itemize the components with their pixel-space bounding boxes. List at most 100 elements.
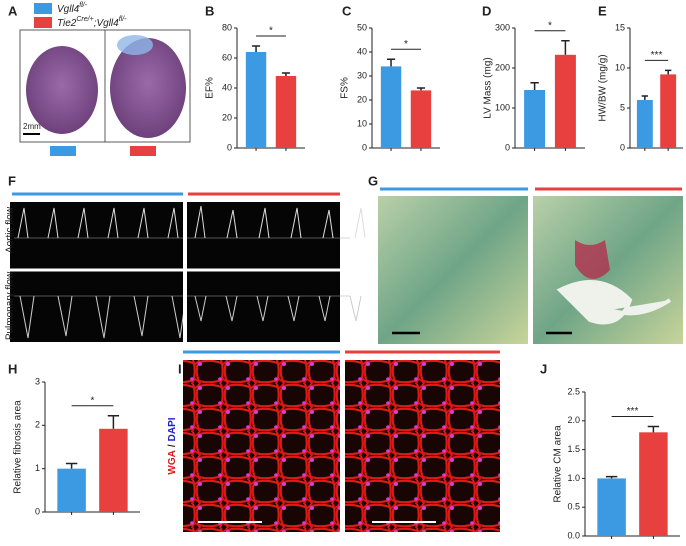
waveform	[19, 295, 187, 339]
bar	[245, 52, 267, 148]
y-tick-label: 80	[222, 22, 232, 32]
waveform	[194, 295, 362, 322]
y-axis-label: EF%	[205, 77, 216, 99]
bar	[639, 432, 668, 536]
group-swatch	[130, 146, 156, 156]
bar	[524, 90, 546, 148]
error-bar	[530, 82, 539, 90]
y-tick-label: 30	[357, 70, 367, 80]
error-bar	[251, 45, 261, 52]
y-tick-label: 10	[357, 118, 367, 128]
y-tick-label: 0	[505, 142, 510, 152]
panel-label: A	[8, 3, 18, 18]
legend-text: Tie2	[57, 18, 77, 29]
waveform	[194, 205, 366, 239]
error-bar	[664, 69, 672, 75]
panel-label: H	[8, 361, 17, 376]
error-bar	[647, 425, 660, 433]
panel-label: J	[540, 361, 547, 376]
significance: ***	[627, 406, 639, 417]
y-tick-label: 200	[495, 62, 510, 72]
error-bar	[641, 95, 649, 100]
vessel	[117, 35, 153, 55]
legend-text: fl/-	[119, 16, 127, 23]
y-tick-label: 5	[620, 102, 625, 112]
y-tick-label: 60	[222, 52, 232, 62]
histology-image	[378, 196, 528, 344]
error-bar	[605, 475, 618, 479]
y-tick-label: 20	[357, 94, 367, 104]
significance: *	[404, 39, 408, 50]
error-bar	[386, 58, 396, 67]
panel-label: C	[342, 3, 352, 18]
y-tick-label: 40	[357, 46, 367, 56]
heart-image	[110, 38, 186, 138]
error-bar	[416, 87, 426, 91]
legend-swatch	[34, 3, 52, 14]
stain-legend: WGA / DAPI	[167, 417, 178, 474]
y-tick-label: 3	[35, 376, 40, 386]
bar	[410, 90, 432, 148]
row-label: Pulmonary flow	[5, 271, 16, 340]
group-swatch	[50, 146, 76, 156]
bar	[275, 76, 297, 148]
stain-image	[345, 360, 500, 532]
bar	[660, 74, 677, 148]
panel-label: B	[205, 3, 214, 18]
stain-label: WGA	[167, 450, 178, 474]
significance: *	[91, 395, 95, 406]
heart-image	[26, 46, 98, 134]
error-bar	[65, 462, 78, 469]
y-tick-label: 2.5	[567, 386, 580, 396]
y-tick-label: 15	[615, 22, 625, 32]
significance: *	[269, 26, 273, 37]
y-tick-label: 20	[222, 112, 232, 122]
error-bar	[561, 40, 570, 55]
scale-label: 2mm	[23, 122, 41, 131]
y-tick-label: 0	[227, 142, 232, 152]
panel-label: D	[482, 3, 491, 18]
y-tick-label: 0.0	[567, 530, 580, 540]
y-tick-label: 0	[362, 142, 367, 152]
panel-label: G	[368, 173, 378, 188]
legend-label: Vgll4fl/-	[57, 2, 88, 14]
y-tick-label: 100	[495, 102, 510, 112]
y-axis-label: FS%	[340, 77, 351, 99]
legend-text: fl/-	[79, 2, 87, 9]
echo-image	[10, 202, 340, 342]
significance: *	[548, 20, 552, 31]
y-axis-label: Relative CM area	[553, 425, 564, 503]
stain-label: DAPI	[167, 417, 178, 441]
y-tick-label: 300	[495, 22, 510, 32]
y-tick-label: 1	[35, 463, 40, 473]
panel-label: I	[178, 361, 182, 376]
y-tick-label: 2.0	[567, 415, 580, 425]
y-tick-label: 10	[615, 62, 625, 72]
baseline	[14, 237, 350, 297]
lumen	[556, 280, 672, 325]
panel-label: E	[598, 3, 607, 18]
significance: ***	[651, 50, 663, 61]
legend-text: Cre/+	[76, 16, 93, 23]
y-tick-label: 40	[222, 82, 232, 92]
y-tick-label: 1.0	[567, 473, 580, 483]
y-tick-label: 2	[35, 420, 40, 430]
stain-image	[183, 360, 340, 532]
stain-label: /	[167, 444, 178, 447]
legend: Vgll4fl/-Tie2Cre/+;Vgll4fl/-	[34, 2, 127, 29]
y-axis-label: LV Mass (mg)	[483, 57, 494, 119]
y-axis-label: HW/BW (mg/g)	[598, 54, 609, 121]
waveform	[17, 207, 179, 239]
legend-text: ;Vgll4	[94, 18, 119, 29]
y-axis-label: Relative fibrosis area	[13, 400, 24, 494]
bar	[57, 468, 86, 512]
bar	[597, 478, 626, 536]
bar	[380, 66, 402, 148]
y-tick-label: 50	[357, 22, 367, 32]
error-bar	[281, 72, 291, 76]
y-tick-label: 0.5	[567, 502, 580, 512]
y-tick-label: 0	[620, 142, 625, 152]
legend-label: Tie2Cre/+;Vgll4fl/-	[57, 16, 127, 28]
